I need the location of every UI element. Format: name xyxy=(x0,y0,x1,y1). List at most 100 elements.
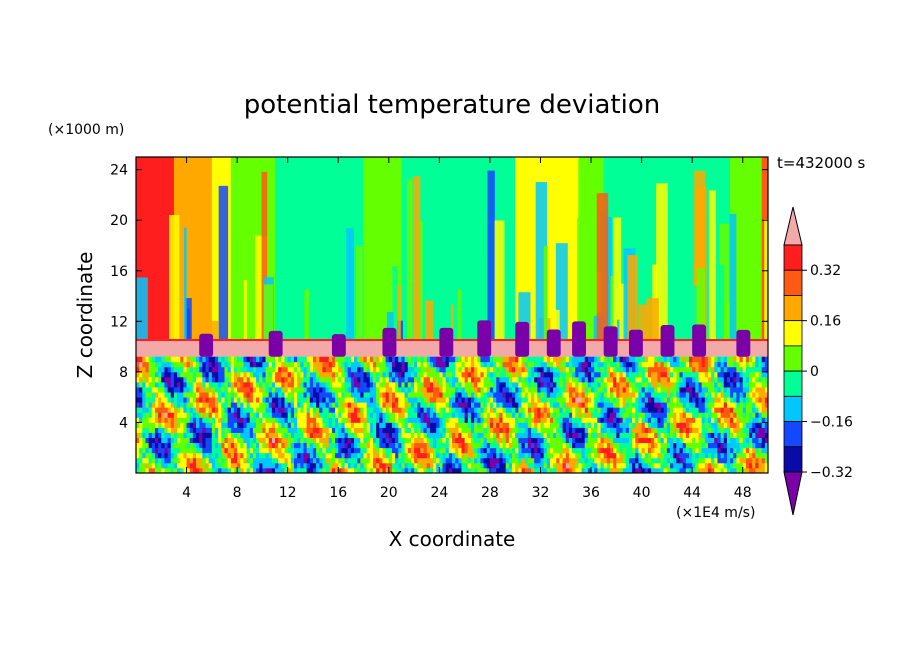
turbulence-cell xyxy=(695,427,699,433)
turbulence-cell xyxy=(654,437,658,444)
turbulence-cell xyxy=(350,381,355,388)
turbulence-cell xyxy=(692,412,696,418)
turbulence-cell xyxy=(546,381,551,388)
turbulence-cell xyxy=(663,462,668,469)
turbulence-cell xyxy=(543,457,548,464)
turbulence-cell xyxy=(461,442,466,449)
turbulence-cell xyxy=(136,432,140,439)
turbulence-cell xyxy=(600,407,605,413)
turbulence-cell xyxy=(369,467,374,473)
turbulence-cell xyxy=(483,432,488,439)
turbulence-cell xyxy=(556,432,560,439)
turbulence-cell xyxy=(442,437,447,444)
turbulence-cell xyxy=(167,437,172,444)
turbulence-cell xyxy=(268,366,273,373)
turbulence-cell xyxy=(426,387,431,393)
turbulence-cell xyxy=(641,457,646,464)
turbulence-cell xyxy=(483,407,488,413)
turbulence-cell xyxy=(651,422,655,428)
turbulence-cell xyxy=(657,412,661,418)
turbulence-cell xyxy=(764,356,768,363)
turbulence-cell xyxy=(565,442,570,449)
turbulence-cell xyxy=(578,412,582,418)
turbulence-cell xyxy=(489,407,494,413)
turbulence-cell xyxy=(515,381,519,388)
turbulence-cell xyxy=(145,402,150,408)
turbulence-cell xyxy=(391,457,396,464)
turbulence-cell xyxy=(300,442,304,449)
turbulence-cell xyxy=(752,437,756,444)
turbulence-cell xyxy=(385,452,390,459)
turbulence-cell xyxy=(603,356,608,363)
turbulence-cell xyxy=(148,452,153,459)
turbulence-cell xyxy=(265,366,270,373)
turbulence-cell xyxy=(464,361,469,368)
turbulence-cell xyxy=(752,452,756,459)
turbulence-cell xyxy=(366,442,371,449)
turbulence-cell xyxy=(388,432,393,439)
turbulence-cell xyxy=(154,447,159,454)
turbulence-cell xyxy=(644,427,649,433)
turbulence-cell xyxy=(316,356,320,363)
turbulence-cell xyxy=(600,442,605,449)
turbulence-cell xyxy=(524,432,529,439)
turbulence-cell xyxy=(202,462,206,469)
turbulence-cell xyxy=(758,412,763,418)
turbulence-cell xyxy=(701,412,706,418)
colorbar-tick-label: 0 xyxy=(810,364,819,380)
turbulence-cell xyxy=(695,447,699,454)
turbulence-cell xyxy=(742,371,747,378)
turbulence-cell xyxy=(483,376,488,383)
turbulence-cell xyxy=(606,442,611,449)
turbulence-cell xyxy=(154,407,159,413)
turbulence-cell xyxy=(268,402,273,408)
turbulence-cell xyxy=(243,376,247,383)
turbulence-cell xyxy=(417,402,421,408)
turbulence-cell xyxy=(562,376,567,383)
turbulence-cell xyxy=(240,356,244,363)
turbulence-cell xyxy=(480,442,484,449)
turbulence-cell xyxy=(625,457,630,464)
turbulence-cell xyxy=(385,397,390,403)
upper-layer-column xyxy=(275,157,301,343)
turbulence-cell xyxy=(654,422,658,428)
turbulence-cell xyxy=(553,447,557,454)
turbulence-cell xyxy=(294,407,298,413)
turbulence-cell xyxy=(493,371,497,378)
turbulence-cell xyxy=(278,422,282,428)
turbulence-cell xyxy=(568,371,573,378)
turbulence-cell xyxy=(142,376,146,383)
turbulence-cell xyxy=(540,447,545,454)
turbulence-cell xyxy=(287,422,292,428)
turbulence-cell xyxy=(584,392,589,398)
turbulence-cell xyxy=(202,376,206,383)
turbulence-cell xyxy=(660,381,665,388)
turbulence-cell xyxy=(170,376,175,383)
turbulence-cell xyxy=(647,452,652,459)
turbulence-cell xyxy=(199,412,203,418)
turbulence-cell xyxy=(723,381,728,388)
turbulence-cell xyxy=(606,422,611,428)
turbulence-cell xyxy=(512,462,516,469)
turbulence-cell xyxy=(177,412,181,418)
turbulence-cell xyxy=(480,462,484,469)
turbulence-cell xyxy=(221,432,225,439)
turbulence-cell xyxy=(357,467,361,473)
turbulence-cell xyxy=(233,371,238,378)
turbulence-cell xyxy=(360,361,364,368)
turbulence-cell xyxy=(698,467,703,473)
turbulence-cell xyxy=(398,462,402,469)
turbulence-cell xyxy=(698,376,703,383)
turbulence-cell xyxy=(603,427,608,433)
turbulence-cell xyxy=(136,356,140,363)
turbulence-cell xyxy=(755,407,759,413)
turbulence-cell xyxy=(398,422,402,428)
turbulence-cell xyxy=(192,392,197,398)
turbulence-cell xyxy=(278,371,282,378)
turbulence-cell xyxy=(224,392,229,398)
turbulence-cell xyxy=(711,462,715,469)
turbulence-cell xyxy=(290,427,295,433)
turbulence-cell xyxy=(192,407,197,413)
turbulence-cell xyxy=(752,467,756,473)
turbulence-cell xyxy=(676,371,680,378)
